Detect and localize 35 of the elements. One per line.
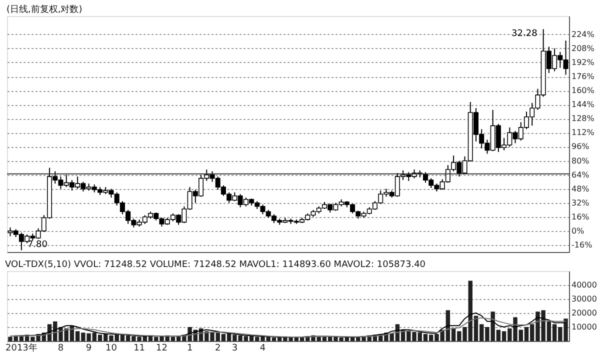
x-tick-label: 9 <box>86 344 92 354</box>
chart-title: (日线,前复权,对数) <box>6 4 82 15</box>
y-tick-label: 144% <box>572 100 595 110</box>
y-tick-label: 96% <box>572 142 590 152</box>
y-tick-label: 30000 <box>572 294 597 304</box>
y-tick-label: 64% <box>572 170 590 180</box>
y-tick-label: 10000 <box>572 322 597 332</box>
y-tick-label: 16% <box>572 212 590 222</box>
y-tick-label: 160% <box>572 86 595 96</box>
annotation: 7.80 <box>27 240 48 250</box>
y-tick-label: 128% <box>572 114 595 124</box>
y-tick-label: 80% <box>572 156 590 166</box>
y-tick-label: 20000 <box>572 308 597 318</box>
x-tick-label: 2013年 <box>5 342 38 354</box>
x-tick-label: 3 <box>232 344 238 354</box>
annotation: 32.28 <box>512 29 538 40</box>
line-series <box>10 317 566 338</box>
y-tick-label: 0% <box>572 226 585 236</box>
y-tick-label: 32% <box>572 198 590 208</box>
x-tick-label: 12 <box>156 344 168 354</box>
y-tick-label: 40000 <box>572 280 597 290</box>
y-tick-label: -16% <box>572 240 593 250</box>
y-tick-label: 192% <box>572 58 595 67</box>
x-tick-label: 10 <box>106 344 118 354</box>
y-tick-label: 48% <box>572 184 590 194</box>
x-tick-label: 4 <box>260 344 266 354</box>
x-tick-label: 1 <box>186 344 193 354</box>
y-tick-label: 224% <box>572 30 595 39</box>
y-tick-label: 208% <box>572 44 595 53</box>
x-tick-label: 8 <box>58 344 64 354</box>
x-tick-label: 2 <box>214 344 221 354</box>
y-tick-label: 112% <box>572 128 595 138</box>
chart-title: VOL-TDX(5,10) VVOL: 71248.52 VOLUME: 71248.52 MAVOL1: 114893.60 MAVOL2: 105873.40 <box>5 260 426 270</box>
y-tick-label: 176% <box>572 72 595 82</box>
x-tick-label: 11 <box>134 344 146 354</box>
